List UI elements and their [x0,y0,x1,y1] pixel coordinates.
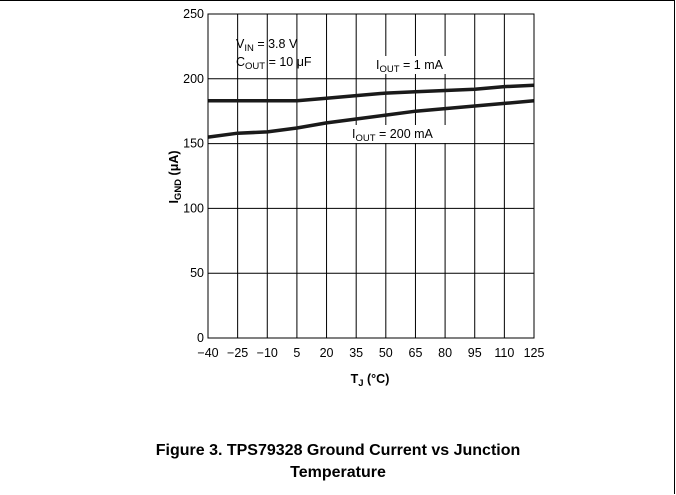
x-tick-label: 65 [409,346,423,360]
x-tick-label: −40 [197,346,218,360]
annotation-vin: VIN = 3.8 V [236,37,298,54]
grid-layer [208,14,534,338]
x-axis-title: TJ (°C) [351,372,390,389]
series-layer [207,83,535,139]
y-tick-label: 250 [183,7,204,21]
x-tick-label: 35 [349,346,363,360]
tick-label-layer: −40 −25 −10 5 20 35 50 65 80 95 110 125 0 50 100 150 200… [183,7,544,360]
x-tick-label: 20 [320,346,334,360]
x-tick-label: 110 [494,346,514,360]
y-tick-label: 100 [183,201,204,215]
x-tick-label: −25 [227,346,248,360]
x-tick-label: 95 [468,346,482,360]
series-label-1ma: IOUT = 1 mA [376,58,444,75]
x-tick-label: 50 [379,346,393,360]
label-200ma-background [344,125,472,143]
plot-frame [207,13,535,339]
x-tick-label: 80 [438,346,452,360]
y-tick-label: 150 [183,137,204,151]
y-axis-title: IGND (μA) [167,150,184,203]
y-tick-label: 0 [197,331,204,345]
x-tick-label: 125 [524,346,545,360]
series-line-200ma [207,99,535,139]
series-label-200ma: IOUT = 200 mA [352,127,434,144]
x-tick-label: 5 [293,346,300,360]
series-line-1ma [208,83,535,103]
figure-caption: Figure 3. TPS79328 Ground Current vs Jun… [155,442,521,481]
annotation-cout: COUT = 10 μF [236,55,312,72]
y-tick-label: 50 [190,266,204,280]
y-tick-label: 200 [183,72,204,86]
label-1ma-background [368,56,472,74]
x-tick-label: −10 [257,346,278,360]
